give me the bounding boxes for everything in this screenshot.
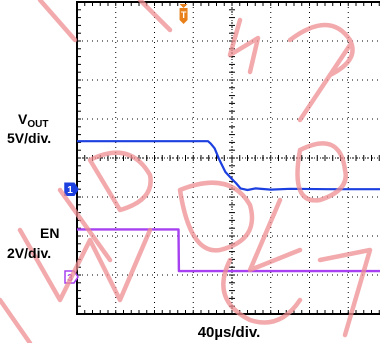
series-layer [77, 140, 380, 273]
channel-marker-number: 1 [67, 185, 73, 196]
plot-border [76, 1, 380, 315]
labels-layer: VOUT 5V/div. EN 2V/div. 40µs/div. [7, 111, 260, 341]
trigger-marker: T [179, 4, 188, 24]
trigger-marker-letter: T [181, 10, 187, 20]
vout-scale-label: 5V/div. [7, 130, 51, 146]
en-label: EN [40, 225, 59, 241]
time-scale-label: 40µs/div. [198, 324, 261, 341]
series-en-trace [77, 228, 380, 273]
vout-label-sub: OUT [27, 119, 48, 130]
vout-label: VOUT [18, 111, 48, 130]
en-scale-label: 2V/div. [7, 245, 51, 261]
vout-label-main: V [18, 111, 28, 127]
series-vout-trace [77, 140, 380, 192]
